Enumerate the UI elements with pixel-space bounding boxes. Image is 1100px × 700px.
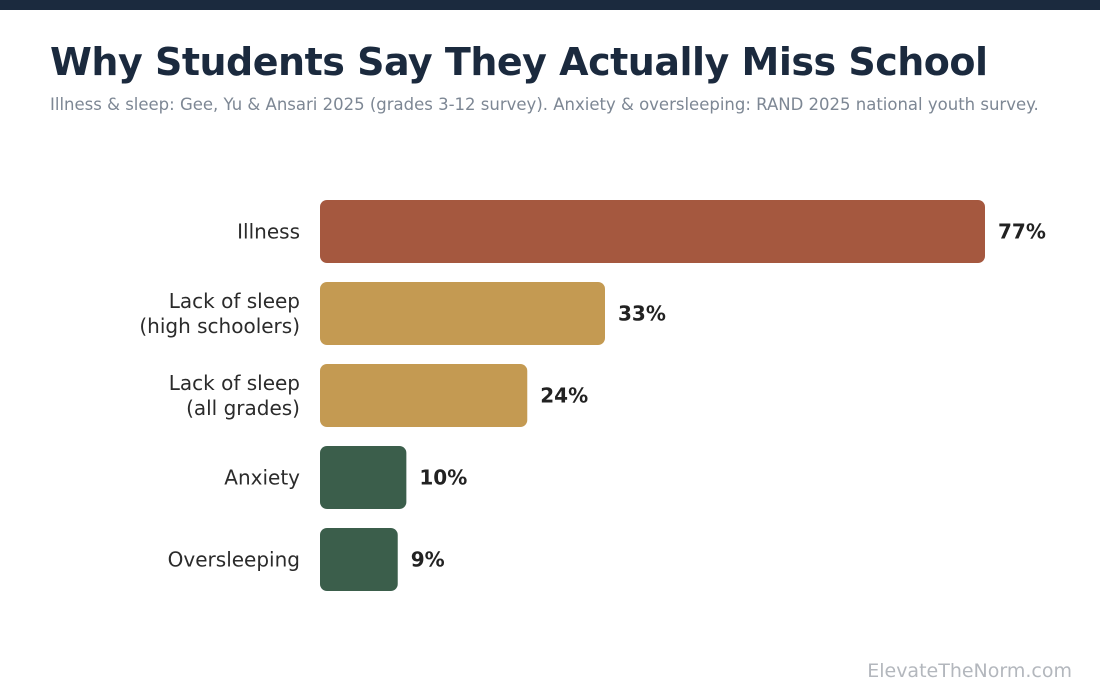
bar-1 [320,282,605,345]
value-label-2: 24% [540,384,588,408]
footer-brand: ElevateTheNorm.com [867,660,1072,682]
bar-2 [320,364,528,427]
category-label-4: Oversleeping [168,548,300,572]
value-label-3: 10% [419,466,467,490]
chart-subtitle: Illness & sleep: Gee, Yu & Ansari 2025 (… [50,95,1039,114]
value-label-4: 9% [411,548,445,572]
bar-4 [320,528,398,591]
category-label-2: Lack of sleep (all grades) [169,371,300,420]
value-label-1: 33% [618,302,666,326]
top-accent-bar [0,0,1100,10]
category-label-3: Anxiety [224,466,300,490]
bar-3 [320,446,407,509]
category-label-0: Illness [237,220,300,244]
chart-title: Why Students Say They Actually Miss Scho… [50,40,988,84]
bar-0 [320,200,985,263]
value-label-0: 77% [998,220,1046,244]
category-label-1: Lack of sleep (high schoolers) [139,289,300,338]
